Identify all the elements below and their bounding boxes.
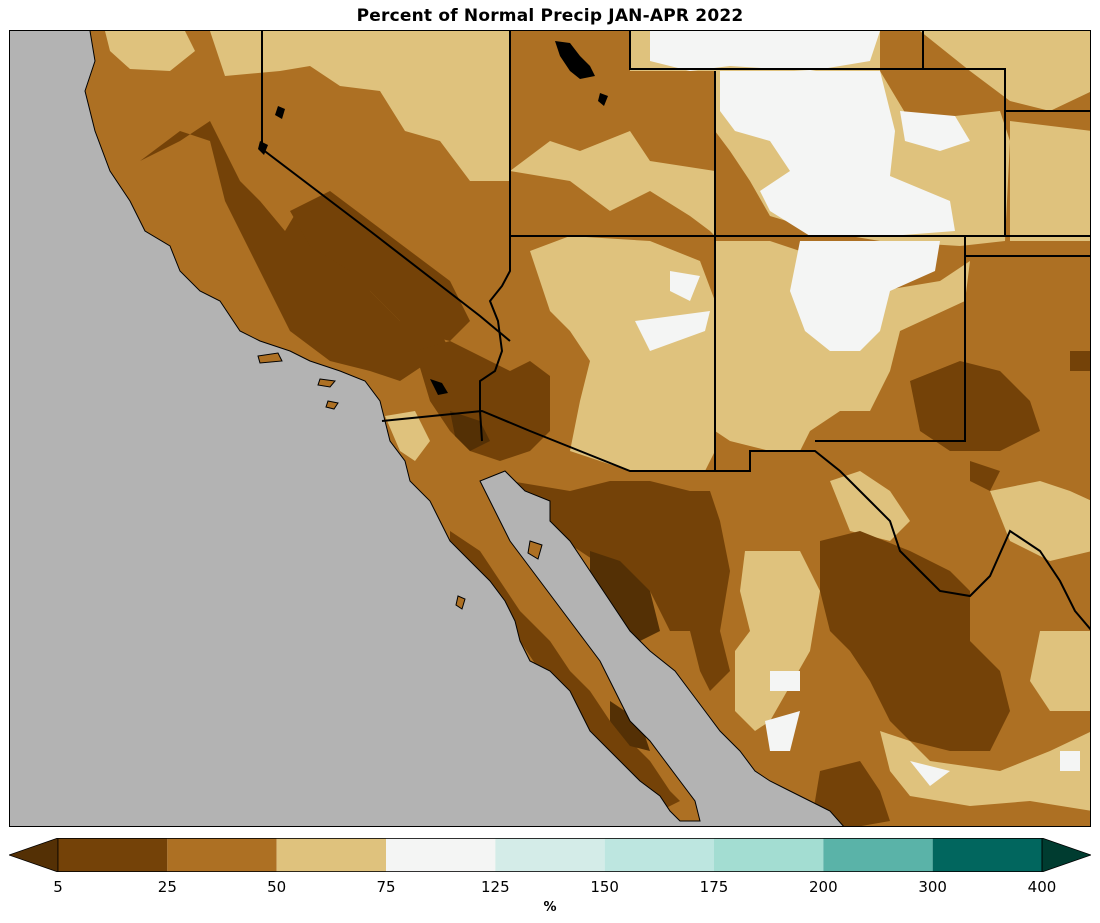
colorbar-tick-label: 175 <box>699 878 729 896</box>
colorbar-outline <box>57 838 1043 872</box>
colorbar-bin <box>276 838 386 872</box>
lakes <box>258 41 608 395</box>
colorbar-tick-label: 300 <box>918 878 947 896</box>
islands <box>257 352 543 610</box>
colorbar-tick-label: 5 <box>53 878 63 896</box>
colorbar-tick-label: 150 <box>590 878 619 896</box>
colorbar-tick-label: 400 <box>1027 878 1057 896</box>
colorbar <box>9 838 1091 872</box>
colorbar-extend-low <box>9 838 59 872</box>
precip-map <box>9 30 1091 827</box>
colorbar-bin <box>58 838 168 872</box>
colorbar-tick-label: 200 <box>809 878 838 896</box>
colorbar-tick-label: 125 <box>481 878 510 896</box>
colorbar-extend-high <box>1041 838 1091 872</box>
colorbar-tick-label: 75 <box>376 878 396 896</box>
zone-75-125 <box>635 31 1080 786</box>
colorbar-tick-label: 25 <box>157 878 177 896</box>
colorbar-bin <box>604 838 714 872</box>
colorbar-bin <box>167 838 277 872</box>
colorbar-bin <box>932 838 1042 872</box>
pacific-ocean <box>10 31 844 826</box>
colorbar-bin <box>386 838 496 872</box>
colorbar-bin <box>714 838 824 872</box>
map-title: Percent of Normal Precip JAN-APR 2022 <box>356 6 744 26</box>
borders <box>261 31 1090 631</box>
coastline <box>84 31 844 826</box>
zone-5-25 <box>140 121 1090 826</box>
colorbar-unit-label: % <box>543 900 557 915</box>
colorbar-segments <box>9 838 1091 872</box>
colorbar-bin <box>495 838 605 872</box>
colorbar-bin <box>823 838 933 872</box>
colorbar-tick-label: 50 <box>267 878 287 896</box>
